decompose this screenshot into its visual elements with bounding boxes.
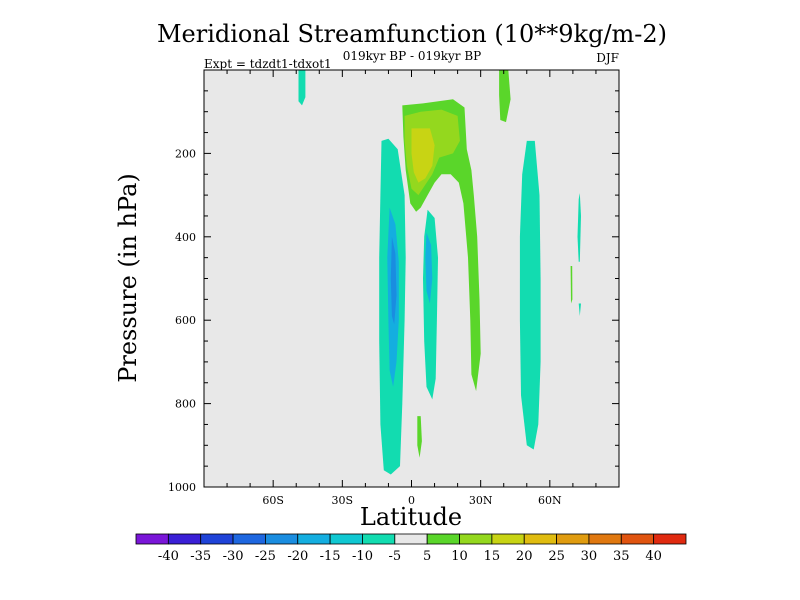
colorbar-label: 40 — [645, 549, 662, 564]
colorbar-label: 5 — [423, 549, 431, 564]
y-tick-label: 600 — [175, 314, 196, 327]
colorbar-label: 25 — [548, 549, 565, 564]
colorbar-swatch — [556, 533, 590, 545]
contour-region-near-surface-eq-cell — [417, 416, 422, 458]
colorbar-swatch — [653, 533, 687, 545]
colorbar-label: 10 — [451, 549, 468, 564]
colorbar-swatch — [491, 533, 525, 545]
x-tick-label: 30N — [469, 494, 493, 507]
x-tick-label: 60N — [538, 494, 562, 507]
colorbar-label: -20 — [287, 549, 308, 564]
colorbar-label: -5 — [388, 549, 401, 564]
colorbar-swatch — [426, 533, 460, 545]
experiment-note: Expt = tdzdt1-tdxot1 — [204, 57, 332, 71]
chart-subtitle: 019kyr BP - 019kyr BP — [343, 49, 481, 63]
colorbar-swatch — [297, 533, 331, 545]
contour-region-south-cell-core — [390, 236, 397, 325]
colorbar-swatch — [167, 533, 202, 545]
colorbar-swatch — [620, 533, 655, 545]
colorbar-swatch — [362, 533, 396, 545]
y-tick-label: 200 — [175, 147, 196, 160]
colorbar-label: -40 — [158, 549, 179, 564]
colorbar-swatch — [329, 533, 363, 545]
contour-layer — [298, 70, 581, 475]
colorbar-swatch — [523, 533, 557, 545]
season-note: DJF — [596, 51, 619, 65]
contour-region-thin-line-70n — [570, 266, 573, 304]
colorbar-label: -10 — [352, 549, 373, 564]
y-axis-label: Pressure (in hPa) — [114, 173, 142, 383]
colorbar-label: -25 — [255, 549, 276, 564]
colorbar-label: -30 — [223, 549, 244, 564]
y-tick-label: 400 — [175, 231, 196, 244]
colorbar: -40 -35 -30 -25 -20 -15 -10 -5 5 10 15 20 25 30 35 40 — [135, 533, 687, 564]
contour-region-thin-cell-75n — [577, 193, 581, 262]
colorbar-label: 35 — [613, 549, 630, 564]
x-tick-label: 30S — [332, 494, 354, 507]
x-tick-label: 60S — [262, 494, 284, 507]
plot-area: 60S 30S 0 30N 60N 200 400 600 800 1000 — [168, 69, 620, 507]
colorbar-label: -15 — [320, 549, 341, 564]
colorbar-label: 15 — [484, 549, 501, 564]
contour-region-north-cell-60n — [519, 140, 541, 450]
x-axis-label: Latitude — [360, 503, 462, 531]
contour-region-thin-upper-cell-60s — [298, 70, 306, 106]
colorbar-swatch — [265, 533, 299, 545]
colorbar-label: 20 — [516, 549, 533, 564]
y-tick-label: 800 — [175, 398, 196, 411]
y-tick-label: 1000 — [168, 481, 196, 494]
colorbar-swatch — [459, 533, 493, 545]
contour-region-upper-positive-core — [411, 128, 435, 183]
colorbar-label: 30 — [581, 549, 598, 564]
contour-region-equatorial-cell-core — [425, 232, 433, 304]
x-tick-label: 0 — [408, 494, 415, 507]
colorbar-swatch — [588, 533, 622, 545]
contour-region-tiny-cell-73n — [578, 303, 581, 316]
colorbar-swatch — [135, 533, 169, 545]
colorbar-swatch — [232, 533, 266, 545]
colorbar-swatch — [200, 533, 234, 545]
colorbar-swatch — [394, 533, 428, 545]
tick-layer: 60S 30S 0 30N 60N 200 400 600 800 1000 — [168, 70, 619, 507]
chart-title: Meridional Streamfunction (10**9kg/m-2) — [157, 20, 667, 48]
contour-region-tropopause-cell-40n — [499, 70, 511, 123]
colorbar-label: -35 — [190, 549, 211, 564]
